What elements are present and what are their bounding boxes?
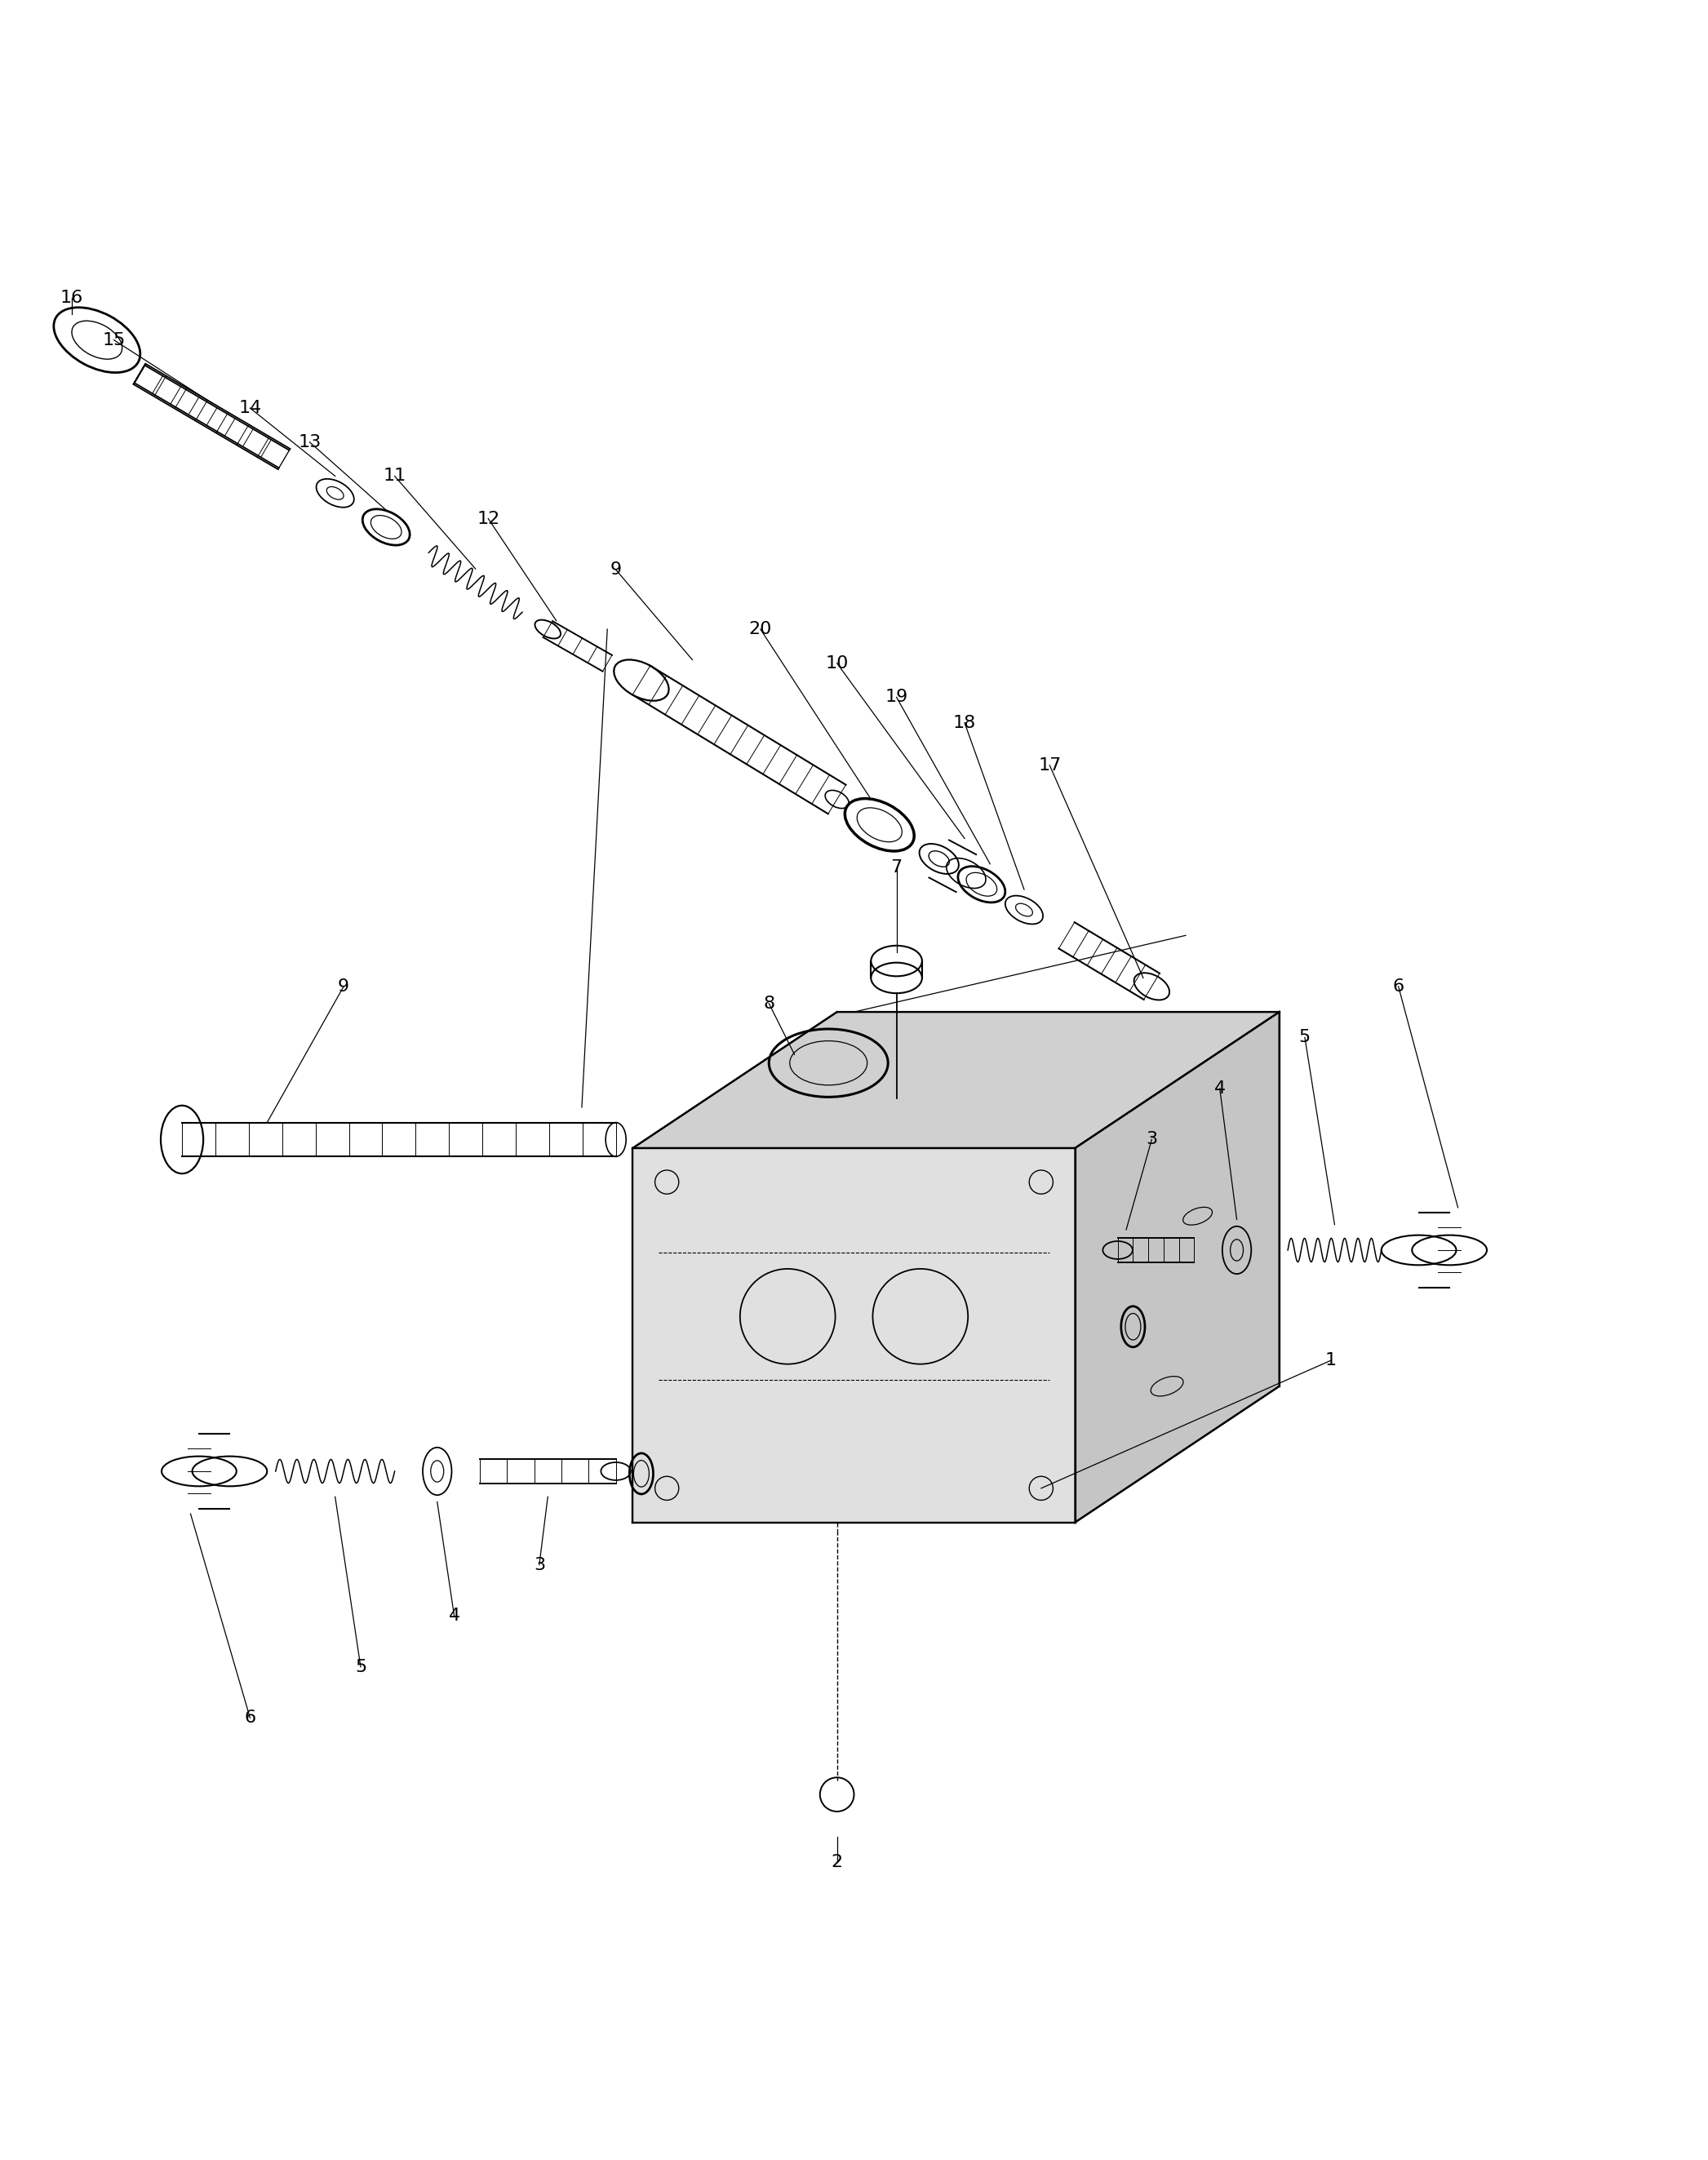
- Text: 9: 9: [610, 562, 622, 579]
- Text: 5: 5: [1300, 1030, 1310, 1045]
- Text: 10: 10: [825, 654, 849, 672]
- Text: 1: 1: [1325, 1352, 1336, 1369]
- Text: 11: 11: [383, 469, 407, 484]
- Text: 6: 6: [1392, 978, 1404, 994]
- Text: 4: 4: [449, 1607, 459, 1624]
- Text: 16: 16: [60, 289, 84, 307]
- Text: 17: 17: [1038, 758, 1061, 773]
- Text: 9: 9: [338, 978, 350, 994]
- Text: 18: 18: [953, 715, 975, 730]
- Text: 3: 3: [533, 1557, 545, 1572]
- Polygon shape: [634, 1011, 1279, 1149]
- Text: 15: 15: [102, 333, 126, 348]
- Text: 5: 5: [355, 1659, 367, 1674]
- Polygon shape: [634, 1149, 1074, 1523]
- Text: 20: 20: [748, 622, 772, 637]
- Polygon shape: [1074, 1011, 1279, 1523]
- Text: 13: 13: [299, 434, 321, 449]
- Text: 14: 14: [239, 400, 261, 417]
- Text: 6: 6: [244, 1711, 256, 1726]
- Text: 19: 19: [885, 689, 909, 706]
- Text: 8: 8: [763, 996, 775, 1011]
- Text: 2: 2: [832, 1853, 842, 1871]
- Text: 12: 12: [477, 510, 500, 527]
- Text: 7: 7: [892, 860, 902, 875]
- Text: 4: 4: [1214, 1080, 1226, 1097]
- Text: 3: 3: [1146, 1132, 1158, 1147]
